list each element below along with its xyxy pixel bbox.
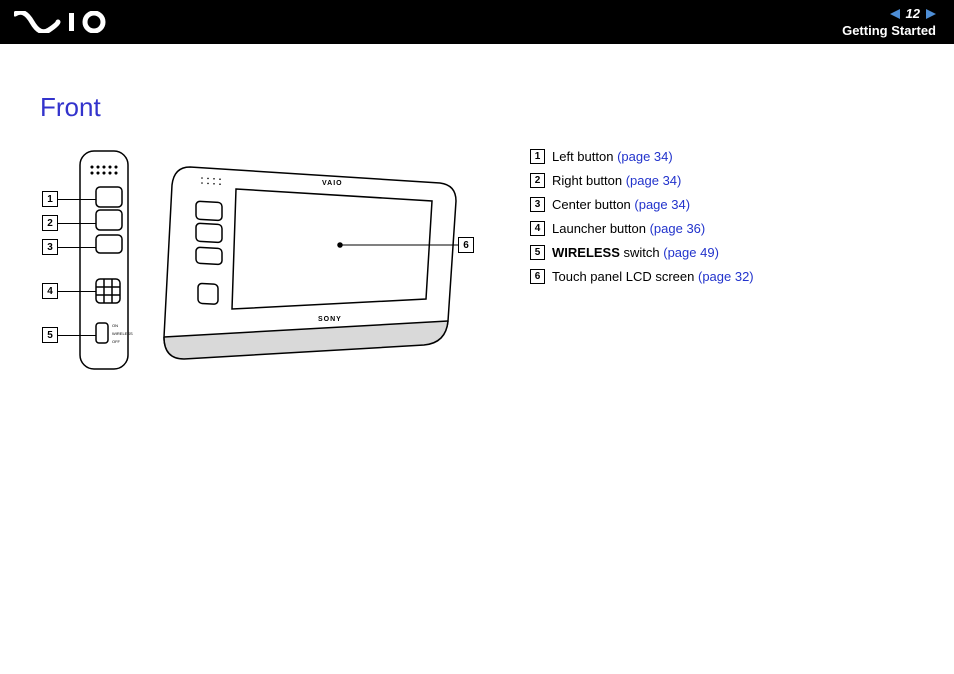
legend-label: Left button xyxy=(552,149,617,164)
page-ref-link[interactable]: (page 36) xyxy=(650,221,706,236)
page-ref-link[interactable]: (page 34) xyxy=(617,149,673,164)
page-ref-link[interactable]: (page 34) xyxy=(634,197,690,212)
legend-label: Center button xyxy=(552,197,634,212)
legend-list: 1 Left button (page 34) 2 Right button (… xyxy=(530,145,754,284)
legend-item: 6 Touch panel LCD screen (page 32) xyxy=(530,269,754,284)
legend-number: 6 xyxy=(530,269,545,284)
page-ref-link[interactable]: (page 32) xyxy=(698,269,754,284)
legend-label: Touch panel LCD screen xyxy=(552,269,698,284)
page-ref-link[interactable]: (page 34) xyxy=(626,173,682,188)
section-label: Getting Started xyxy=(842,23,936,38)
page-number: 12 xyxy=(906,6,920,21)
header-bar: 12 Getting Started xyxy=(0,0,954,44)
page-nav: 12 Getting Started xyxy=(842,6,936,38)
legend-item: 1 Left button (page 34) xyxy=(530,149,754,164)
legend-item: 4 Launcher button (page 36) xyxy=(530,221,754,236)
callout-5: 5 xyxy=(42,327,58,343)
page-content: Front xyxy=(0,44,954,375)
prev-page-arrow-icon[interactable] xyxy=(890,9,900,19)
page-ref-link[interactable]: (page 49) xyxy=(663,245,719,260)
legend-item: 3 Center button (page 34) xyxy=(530,197,754,212)
svg-text:OFF: OFF xyxy=(112,339,121,344)
svg-text:VAIO: VAIO xyxy=(322,180,343,187)
svg-text:ON: ON xyxy=(112,323,118,328)
callout-1: 1 xyxy=(42,191,58,207)
legend-number: 5 xyxy=(530,245,545,260)
svg-text:WIRELESS: WIRELESS xyxy=(112,331,133,336)
callout-4: 4 xyxy=(42,283,58,299)
legend-label: Right button xyxy=(552,173,626,188)
legend-label: Launcher button xyxy=(552,221,650,236)
callout-3: 3 xyxy=(42,239,58,255)
callout-2: 2 xyxy=(42,215,58,231)
legend-number: 2 xyxy=(530,173,545,188)
legend-item: 2 Right button (page 34) xyxy=(530,173,754,188)
next-page-arrow-icon[interactable] xyxy=(926,9,936,19)
front-diagram: ON WIRELESS OFF xyxy=(40,145,470,375)
legend-number: 3 xyxy=(530,197,545,212)
svg-text:SONY: SONY xyxy=(318,316,342,323)
section-title: Front xyxy=(40,92,914,123)
callout-6: 6 xyxy=(458,237,474,253)
legend-number: 1 xyxy=(530,149,545,164)
legend-item: 5 WIRELESS switch (page 49) xyxy=(530,245,754,260)
legend-number: 4 xyxy=(530,221,545,236)
vaio-logo xyxy=(14,11,120,33)
